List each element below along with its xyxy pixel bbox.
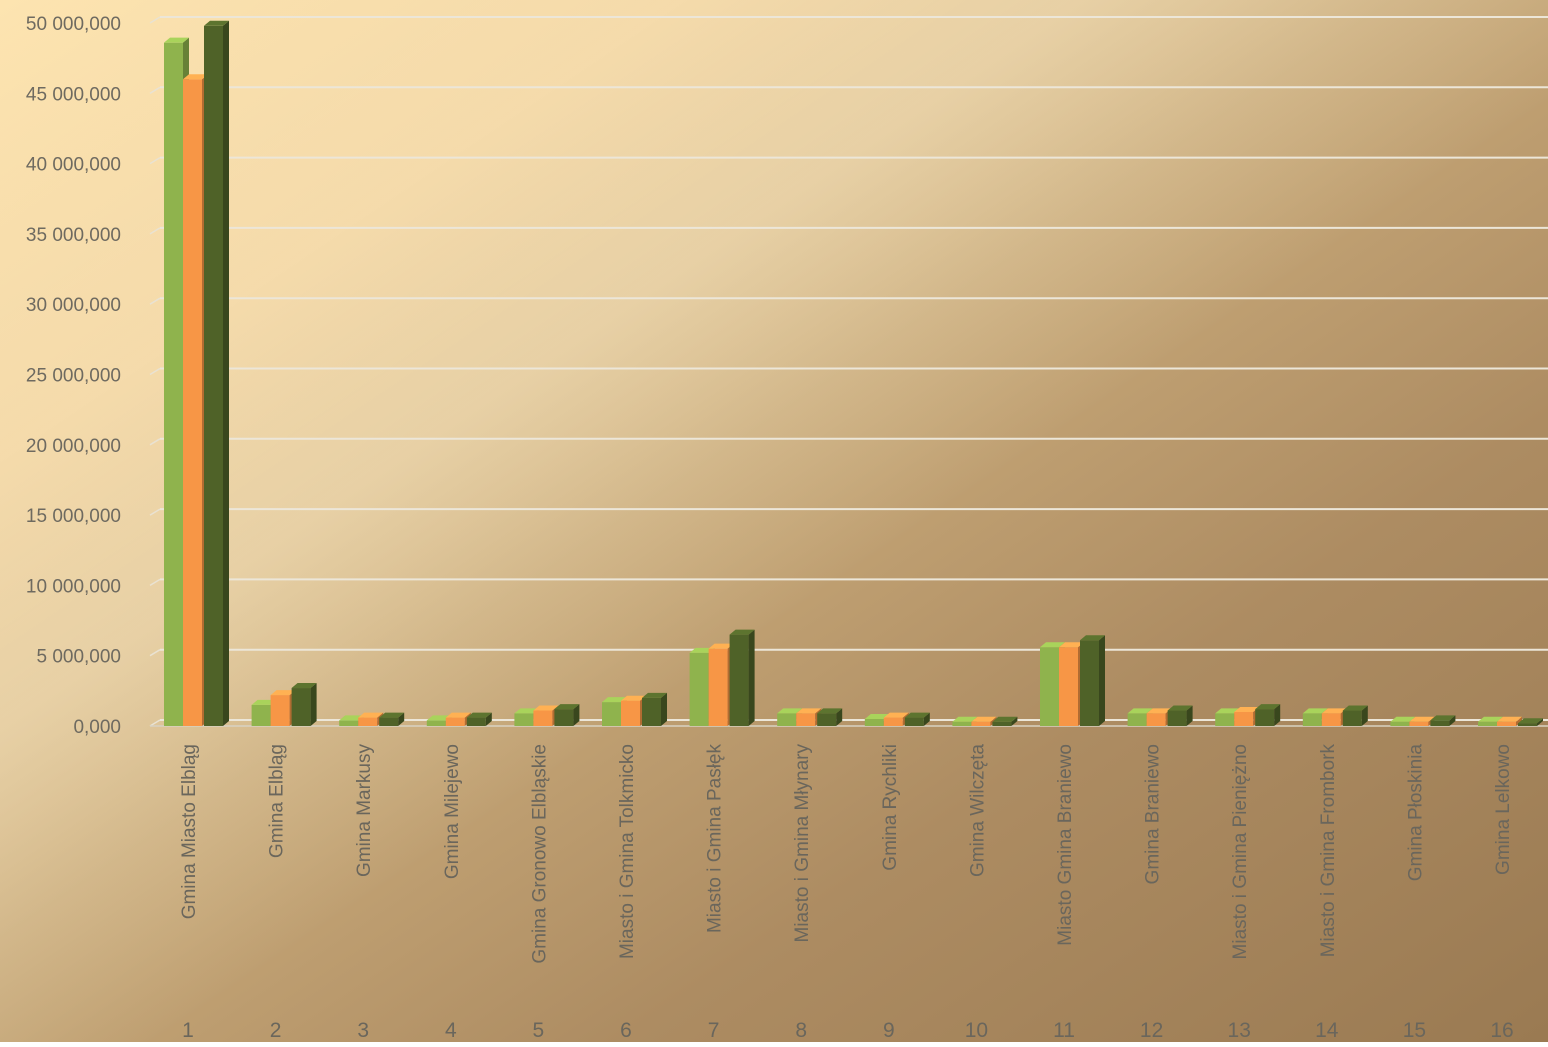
x-number-label: 13 bbox=[1228, 1019, 1251, 1042]
gridline-depth bbox=[149, 227, 161, 235]
gridline-depth bbox=[149, 438, 161, 446]
bar bbox=[904, 712, 930, 726]
y-tick-label: 30 000,000 bbox=[26, 295, 121, 316]
bar bbox=[1342, 705, 1368, 726]
bar bbox=[817, 708, 843, 726]
x-category-label: Miasto i Gmina Młynary bbox=[792, 744, 813, 943]
bar bbox=[466, 712, 492, 726]
x-category-label: Gmina Lelkowo bbox=[1493, 744, 1514, 875]
x-category-label: Gmina Markusy bbox=[354, 744, 375, 878]
gridline-depth bbox=[149, 16, 161, 24]
y-axis: 0,000 5 000,000 10 000,000 15 000,000 20 000… bbox=[26, 14, 121, 738]
y-tick-label: 20 000,000 bbox=[26, 436, 121, 457]
bar bbox=[796, 708, 822, 726]
x-category-label: Gmina Braniewo bbox=[1143, 744, 1164, 884]
bar bbox=[1255, 704, 1281, 726]
bars bbox=[164, 20, 1543, 727]
gridline-depth bbox=[149, 719, 161, 727]
bar bbox=[1518, 718, 1543, 726]
x-category-label: Gmina Milejewo bbox=[442, 744, 463, 879]
bar bbox=[1497, 716, 1522, 726]
gridline-depth bbox=[149, 649, 161, 657]
bar bbox=[1430, 715, 1456, 726]
x-category-label: Gmina Miasto Elbląg bbox=[179, 744, 200, 919]
x-category-label: Miasto i Gmina Frombork bbox=[1318, 744, 1339, 958]
x-number-label: 15 bbox=[1403, 1019, 1426, 1042]
y-tick-label: 10 000,000 bbox=[26, 576, 121, 597]
gridline-depth bbox=[149, 508, 161, 516]
x-category-label: Miasto i Gmina Pieniężno bbox=[1230, 744, 1251, 959]
y-tick-label: 35 000,000 bbox=[26, 225, 121, 246]
y-tick-label: 25 000,000 bbox=[26, 366, 121, 387]
y-tick-label: 45 000,000 bbox=[26, 84, 121, 105]
y-tick-label: 50 000,000 bbox=[26, 14, 121, 35]
x-number-label: 7 bbox=[708, 1019, 720, 1042]
x-number-label: 11 bbox=[1053, 1019, 1075, 1042]
x-number-label: 14 bbox=[1315, 1019, 1339, 1042]
y-tick-label: 0,000 bbox=[73, 717, 121, 738]
x-category-label: Gmina Płoskinia bbox=[1405, 744, 1426, 882]
gridline-depth bbox=[149, 367, 161, 376]
bar bbox=[621, 695, 646, 726]
x-number-label: 3 bbox=[357, 1019, 369, 1042]
bar bbox=[1167, 705, 1193, 726]
x-category-label: Gmina Gronowo Elbląskie bbox=[529, 744, 550, 964]
bar bbox=[379, 712, 405, 726]
x-category-label: Miasto i Gmina Pasłęk bbox=[705, 744, 726, 934]
x-number-label: 8 bbox=[795, 1019, 807, 1042]
x-number-label: 4 bbox=[445, 1019, 457, 1042]
bar bbox=[554, 704, 580, 726]
bar bbox=[1080, 635, 1105, 726]
gridline-depth bbox=[149, 297, 161, 305]
x-category-label: Gmina Wilczęta bbox=[967, 744, 988, 877]
bar bbox=[1234, 706, 1260, 726]
y-tick-label: 5 000,000 bbox=[36, 647, 121, 668]
x-number-label: 16 bbox=[1490, 1019, 1513, 1042]
x-category-label: Gmina Elbląg bbox=[267, 744, 288, 858]
bar bbox=[992, 716, 1018, 726]
bar bbox=[291, 683, 317, 726]
bar bbox=[729, 629, 755, 726]
gridline-depth bbox=[149, 86, 161, 94]
gridlines bbox=[149, 16, 1548, 727]
x-number-label: 1 bbox=[182, 1019, 194, 1042]
x-category-label: Gmina Rychliki bbox=[880, 744, 901, 871]
x-category-label: Miasto i Gmina Tolkmicko bbox=[617, 744, 638, 959]
x-number-label: 10 bbox=[965, 1019, 988, 1042]
x-number-label: 9 bbox=[883, 1019, 895, 1042]
gridline-depth bbox=[149, 578, 161, 587]
bar bbox=[204, 20, 229, 726]
x-number-label: 6 bbox=[620, 1019, 632, 1042]
y-tick-label: 15 000,000 bbox=[26, 506, 121, 527]
x-category-label: Miasto Gmina Braniewo bbox=[1055, 744, 1076, 946]
bar bbox=[642, 692, 667, 726]
x-number-label: 12 bbox=[1140, 1019, 1163, 1042]
x-number-label: 5 bbox=[533, 1019, 545, 1042]
gridline-depth bbox=[149, 156, 161, 165]
y-tick-label: 40 000,000 bbox=[26, 155, 121, 176]
x-number-label: 2 bbox=[270, 1019, 282, 1042]
x-axis: Gmina Miasto Elbląg 1 Gmina Elbląg 2 Gmina M… bbox=[179, 744, 1514, 1042]
